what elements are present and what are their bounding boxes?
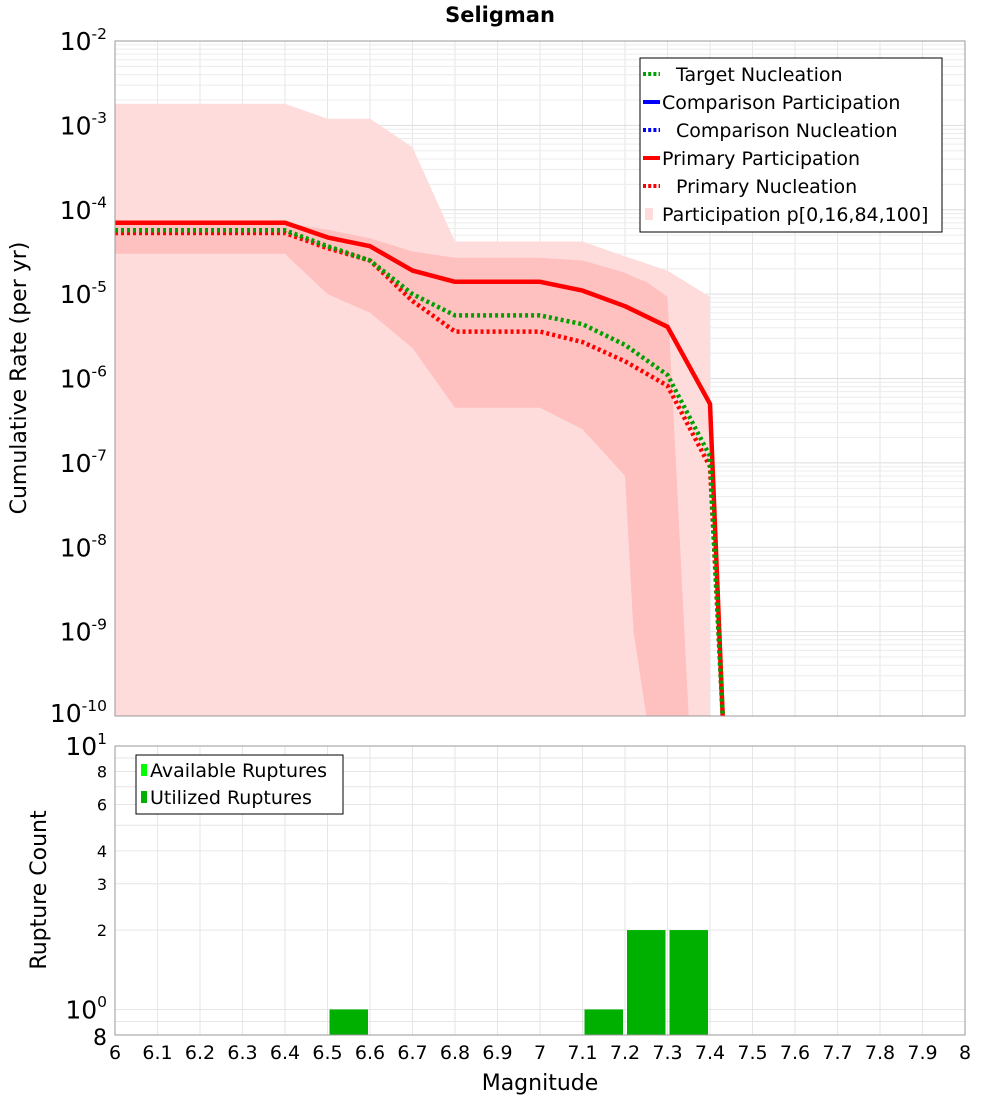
legend-label: Primary Participation [662,148,860,170]
y-tick-label: 3 [97,875,107,894]
legend-label: Target Nucleation [675,64,843,86]
x-tick-label: 6.6 [355,1042,385,1064]
y-tick-label: 100 [65,993,107,1024]
legend-label: Utilized Ruptures [150,787,312,809]
participation-bands [115,103,710,717]
x-tick-label: 7.4 [695,1042,725,1064]
x-tick-label: 7 [534,1042,546,1064]
y-tick-label: 8 [97,763,107,782]
y-tick-label: 10-5 [60,278,107,309]
magnitude-x-tick-labels: 6 6.1 6.2 6.3 6.4 6.5 6.6 6.7 6.8 6.9 7 7.1 7.2 7.3 7.… [109,1042,971,1064]
chart-title: Seligman [445,3,555,27]
rate-legend: Target Nucleation Comparison Participatio… [639,57,943,233]
x-tick-label: 7.7 [822,1042,852,1064]
x-tick-label: 7.1 [567,1042,597,1064]
y-tick-label: 10-7 [60,447,107,478]
legend-label: Participation p[0,16,84,100] [662,204,928,226]
line-target-nucleation [115,228,725,717]
x-tick-label: 6.4 [270,1042,300,1064]
legend-label: Comparison Participation [662,92,900,114]
legend-swatch [141,791,147,803]
legend-swatch [645,208,653,220]
rate-y-axis-label: Cumulative Rate (per yr) [7,242,32,515]
x-tick-label: 6.3 [227,1042,257,1064]
bar-utilized-ruptures [584,1009,623,1035]
y-tick-label: 10-4 [60,194,107,225]
x-tick-label: 7.6 [780,1042,810,1064]
legend-box [639,57,943,233]
y-tick-label: 6 [97,795,107,814]
line-primary-nucleation [115,230,725,717]
y-tick-label: 8 [93,1026,107,1051]
count-y-axis-label: Rupture Count [27,810,52,970]
x-tick-label: 7.2 [610,1042,640,1064]
rate-series-lines [115,220,725,717]
x-tick-label: 6.1 [142,1042,172,1064]
bar-utilized-ruptures [669,930,708,1035]
count-y-tick-labels: 8 6 4 3 2 8 101 100 [65,730,107,1051]
y-tick-label: 10-3 [60,109,107,140]
bar-utilized-ruptures [329,1009,368,1035]
x-tick-label: 7.8 [865,1042,895,1064]
x-tick-label: 7.9 [907,1042,937,1064]
legend-swatch [141,764,147,776]
legend-label: Primary Nucleation [676,176,857,198]
magnitude-x-axis-label: Magnitude [482,1071,599,1096]
bar-utilized-ruptures [627,930,666,1035]
legend-label: Comparison Nucleation [676,120,898,142]
x-tick-label: 7.5 [737,1042,767,1064]
legend-box [135,754,344,815]
x-tick-label: 7.3 [652,1042,682,1064]
y-tick-label: 4 [97,842,107,861]
x-tick-label: 6.8 [440,1042,470,1064]
count-legend: Available Ruptures Utilized Ruptures [135,754,344,815]
band-participation-p-0-16-84-100- [115,103,710,717]
x-tick-label: 6.7 [397,1042,427,1064]
x-tick-label: 6 [109,1042,121,1064]
x-tick-label: 6.2 [185,1042,215,1064]
line-primary-participation [115,220,725,717]
y-tick-label: 2 [97,921,107,940]
x-tick-label: 8 [959,1042,971,1064]
rate-y-tick-labels: 10-2 10-3 10-4 10-5 10-6 10-7 10-8 10-9 10-10 [50,25,107,728]
rate-plot-panel: 10-2 10-3 10-4 10-5 10-6 10-7 10-8 10-9 10-10 Cu… [7,25,966,728]
y-tick-label: 10-2 [60,25,107,56]
rupture-count-bars [329,930,708,1035]
y-tick-label: 10-10 [50,697,107,728]
x-tick-label: 6.9 [482,1042,512,1064]
y-tick-label: 101 [65,730,107,761]
count-plot-frame [114,745,966,1036]
x-tick-label: 6.5 [312,1042,342,1064]
y-tick-label: 10-8 [60,531,107,562]
y-tick-label: 10-9 [60,615,107,646]
legend-label: Available Ruptures [150,760,327,782]
rate-plot-frame [114,40,966,717]
y-tick-label: 10-6 [60,362,107,393]
band-p16-84 [115,222,689,717]
